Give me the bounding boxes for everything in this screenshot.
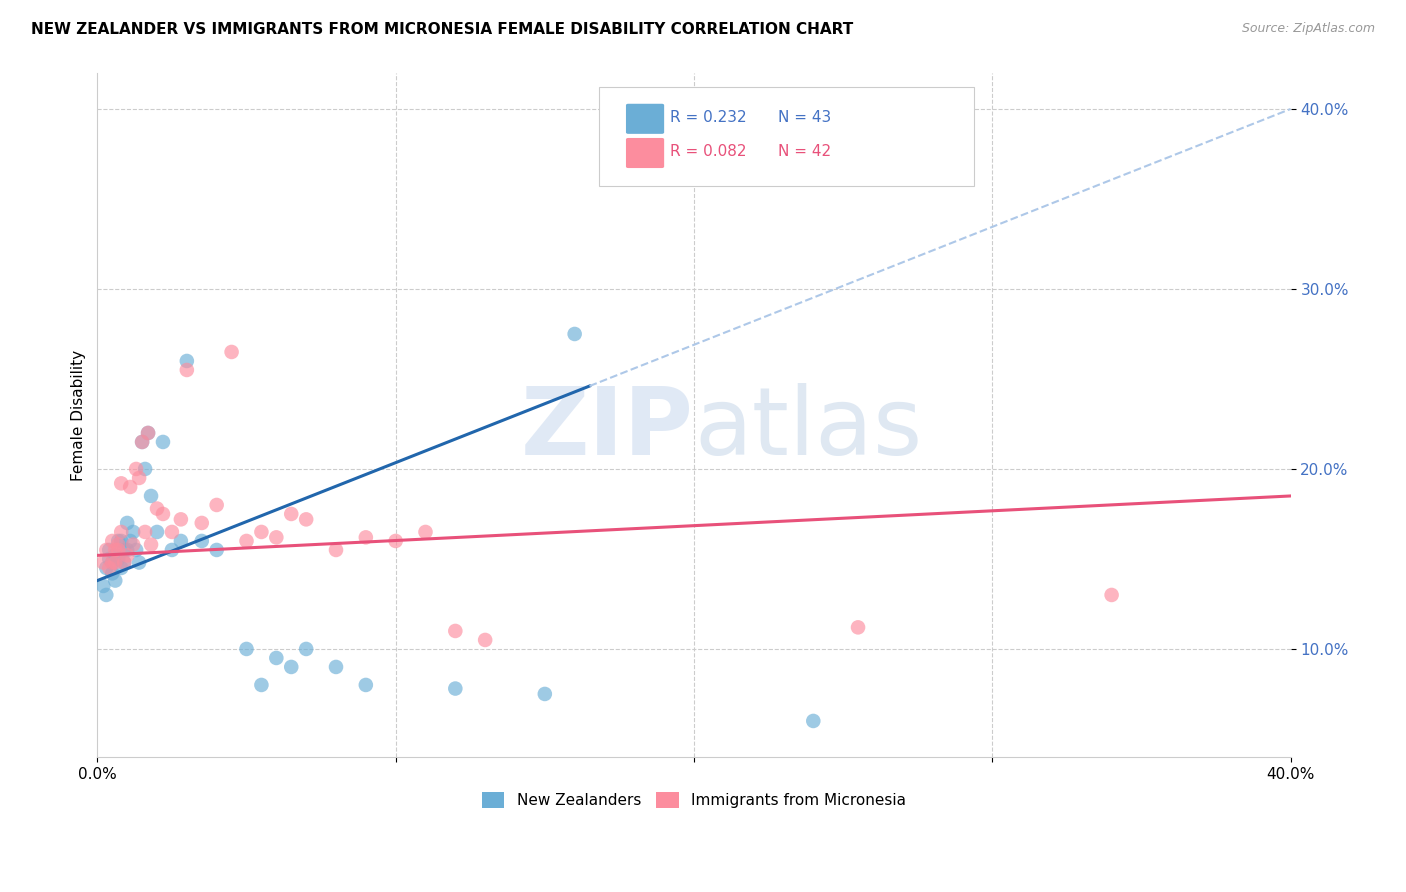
Text: Source: ZipAtlas.com: Source: ZipAtlas.com [1241, 22, 1375, 36]
Point [205, 498, 228, 512]
Text: R = 0.232: R = 0.232 [671, 110, 747, 125]
Point [96, 561, 118, 575]
Point [122, 524, 145, 539]
Point [846, 620, 869, 634]
Point [131, 434, 153, 449]
Point [96, 543, 118, 558]
Point [139, 489, 162, 503]
Point [128, 471, 150, 485]
Point [280, 507, 302, 521]
Point [134, 524, 156, 539]
Point [1101, 588, 1123, 602]
Point [107, 543, 129, 558]
Point [136, 425, 159, 440]
Point [110, 524, 132, 539]
Point [122, 537, 145, 551]
Point [250, 678, 273, 692]
Point [120, 480, 142, 494]
Point [101, 533, 124, 548]
Point [115, 516, 138, 530]
Point [170, 512, 193, 526]
Point [176, 354, 198, 368]
Text: R = 0.082: R = 0.082 [671, 145, 747, 159]
Point [444, 624, 467, 638]
Text: N = 42: N = 42 [778, 145, 831, 159]
Point [134, 462, 156, 476]
Point [110, 561, 132, 575]
Point [266, 651, 288, 665]
FancyBboxPatch shape [626, 103, 664, 134]
Point [295, 642, 318, 657]
Point [91, 556, 114, 570]
Point [152, 507, 174, 521]
Point [139, 537, 162, 551]
Point [325, 660, 347, 674]
Point [564, 326, 586, 341]
Point [384, 533, 406, 548]
Point [801, 714, 824, 728]
Point [146, 501, 169, 516]
Point [110, 476, 132, 491]
Point [354, 678, 377, 692]
Point [170, 533, 193, 548]
Point [131, 434, 153, 449]
Point [107, 537, 129, 551]
Point [101, 556, 124, 570]
Text: N = 43: N = 43 [778, 110, 831, 125]
Text: atlas: atlas [695, 383, 922, 475]
Point [107, 533, 129, 548]
Point [295, 512, 318, 526]
Point [160, 524, 183, 539]
Point [112, 543, 135, 558]
Point [101, 566, 124, 581]
Y-axis label: Female Disability: Female Disability [72, 350, 86, 481]
Point [250, 524, 273, 539]
Point [136, 425, 159, 440]
Point [444, 681, 467, 696]
Point [325, 543, 347, 558]
Point [98, 561, 121, 575]
Point [190, 516, 212, 530]
Point [120, 533, 142, 548]
Point [415, 524, 437, 539]
Text: NEW ZEALANDER VS IMMIGRANTS FROM MICRONESIA FEMALE DISABILITY CORRELATION CHART: NEW ZEALANDER VS IMMIGRANTS FROM MICRONE… [31, 22, 853, 37]
Point [190, 533, 212, 548]
Point [107, 552, 129, 566]
Point [205, 543, 228, 558]
Point [128, 556, 150, 570]
Point [354, 530, 377, 544]
Point [152, 434, 174, 449]
Point [533, 687, 555, 701]
Point [266, 530, 288, 544]
FancyBboxPatch shape [599, 87, 974, 186]
Point [96, 588, 118, 602]
Point [112, 556, 135, 570]
Text: ZIP: ZIP [522, 383, 695, 475]
Point [280, 660, 302, 674]
Point [101, 556, 124, 570]
Point [104, 543, 127, 558]
Point [125, 462, 148, 476]
Point [125, 543, 148, 558]
FancyBboxPatch shape [626, 138, 664, 168]
Point [474, 632, 496, 647]
Point [104, 556, 127, 570]
Point [160, 543, 183, 558]
Point [112, 556, 135, 570]
Point [146, 524, 169, 539]
Point [104, 574, 127, 588]
Point [235, 533, 257, 548]
Point [91, 579, 114, 593]
Point [176, 363, 198, 377]
Point [98, 552, 121, 566]
Point [221, 345, 243, 359]
Legend: New Zealanders, Immigrants from Micronesia: New Zealanders, Immigrants from Micrones… [475, 786, 912, 814]
Point [104, 549, 127, 563]
Point [98, 543, 121, 558]
Point [110, 533, 132, 548]
Point [115, 549, 138, 563]
Point [235, 642, 257, 657]
Point [115, 543, 138, 558]
